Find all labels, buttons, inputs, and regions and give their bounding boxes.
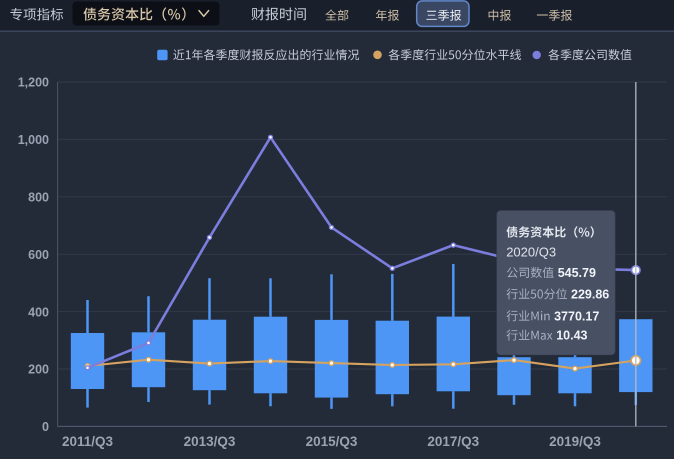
svg-text:2019/Q3: 2019/Q3	[549, 434, 601, 449]
svg-text:2011/Q3: 2011/Q3	[62, 434, 114, 449]
svg-text:800: 800	[28, 191, 49, 205]
svg-text:229.86: 229.86	[571, 287, 609, 301]
svg-text:3770.17: 3770.17	[554, 309, 599, 323]
svg-text:200: 200	[28, 363, 49, 377]
svg-text:400: 400	[28, 305, 49, 319]
svg-text:600: 600	[28, 248, 49, 262]
svg-text:10.43: 10.43	[556, 329, 587, 343]
svg-text:2013/Q3: 2013/Q3	[184, 434, 236, 449]
svg-text:0: 0	[42, 420, 49, 434]
svg-text:2015/Q3: 2015/Q3	[306, 434, 358, 449]
svg-text:2020/Q3: 2020/Q3	[506, 244, 556, 259]
svg-text:1,000: 1,000	[18, 133, 49, 147]
svg-text:545.79: 545.79	[558, 266, 596, 280]
svg-text:1,200: 1,200	[18, 76, 49, 90]
svg-text:2017/Q3: 2017/Q3	[427, 434, 479, 449]
